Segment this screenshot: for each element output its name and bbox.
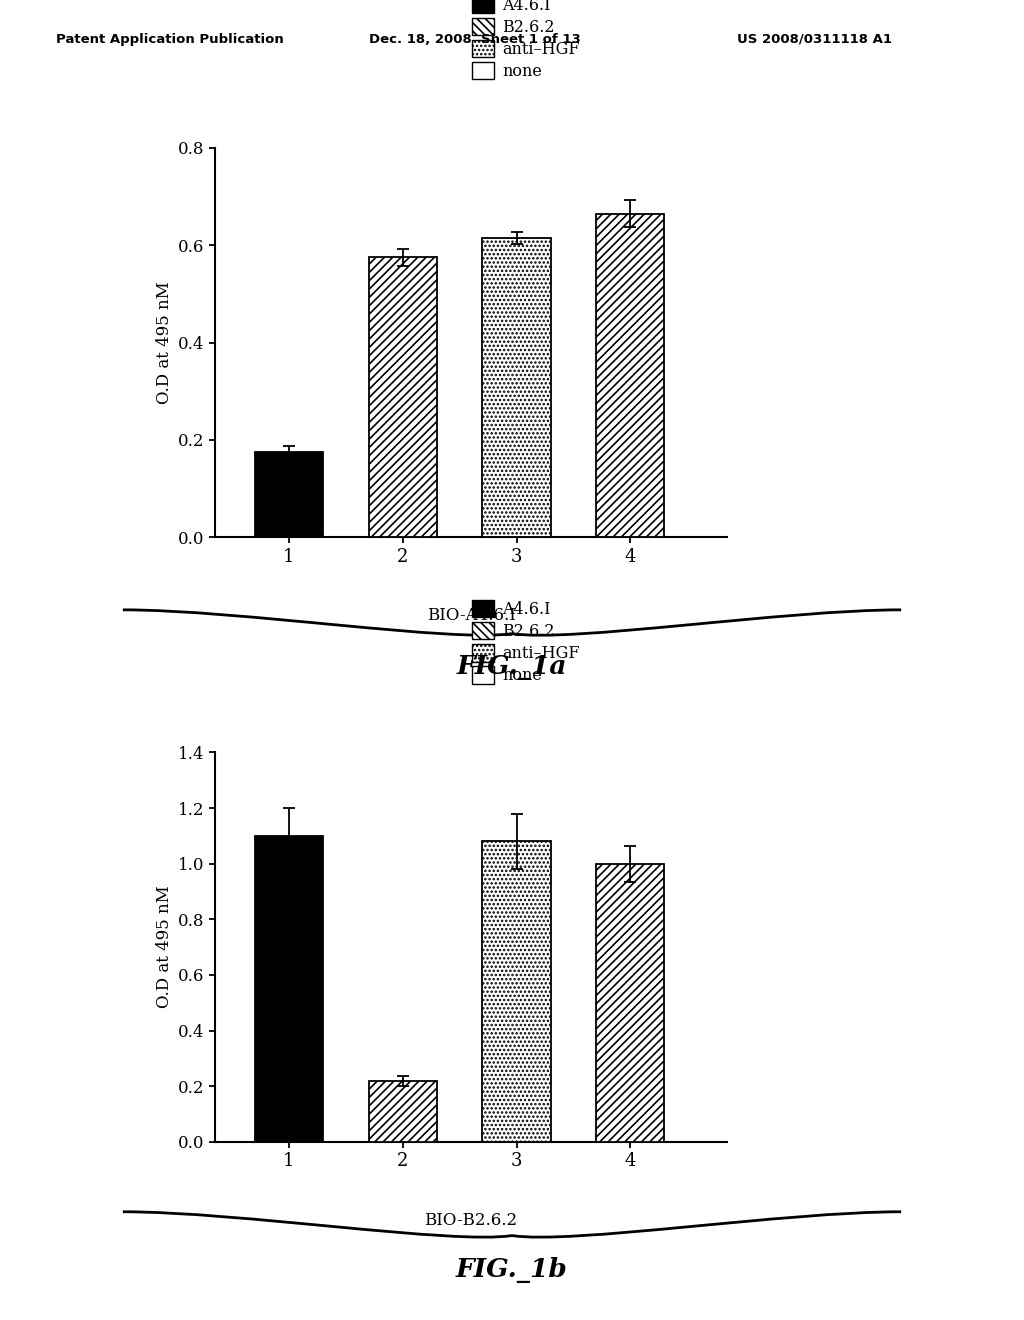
Text: FIG._1b: FIG._1b <box>456 1257 568 1283</box>
Bar <box>482 841 551 1142</box>
Legend: A4.6.I, B2.6.2, anti–HGF, none: A4.6.I, B2.6.2, anti–HGF, none <box>469 597 583 688</box>
Bar <box>596 863 665 1142</box>
Bar <box>255 451 324 537</box>
Text: Dec. 18, 2008  Sheet 1 of 13: Dec. 18, 2008 Sheet 1 of 13 <box>369 33 581 46</box>
Text: US 2008/0311118 A1: US 2008/0311118 A1 <box>737 33 892 46</box>
Bar <box>482 238 551 537</box>
Text: Patent Application Publication: Patent Application Publication <box>56 33 284 46</box>
Legend: A4.6.I, B2.6.2, anti–HGF, none: A4.6.I, B2.6.2, anti–HGF, none <box>469 0 583 83</box>
Bar <box>369 1081 437 1142</box>
Y-axis label: O.D at 495 nM: O.D at 495 nM <box>156 281 173 404</box>
Bar <box>369 257 437 537</box>
Bar <box>596 214 665 537</box>
Bar <box>255 836 324 1142</box>
Text: BIO-A4.6.I: BIO-A4.6.I <box>427 607 515 624</box>
Text: FIG._1a: FIG._1a <box>457 655 567 680</box>
Y-axis label: O.D at 495 nM: O.D at 495 nM <box>156 886 173 1008</box>
Text: BIO-B2.6.2: BIO-B2.6.2 <box>425 1212 517 1229</box>
